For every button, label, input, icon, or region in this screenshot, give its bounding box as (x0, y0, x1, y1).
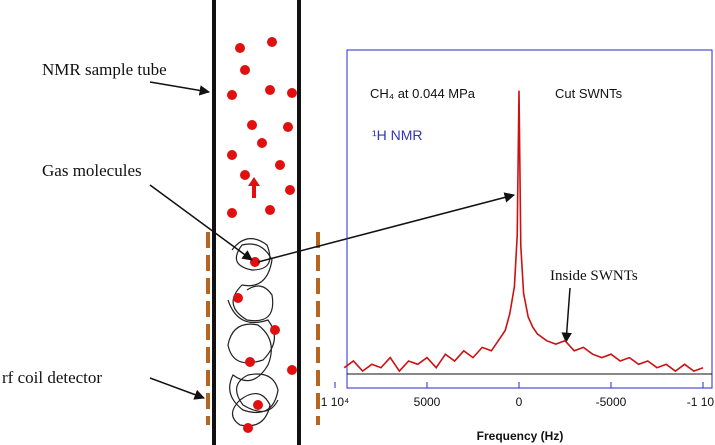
x-tick-label: -5000 (596, 395, 627, 409)
plot: 1 10⁴ 5000 0 -5000 -1 10⁴ Frequency (Hz) CH₄ a… (321, 86, 715, 443)
plot-frame (346, 49, 713, 389)
x-tick-label: 0 (516, 395, 523, 409)
x-tick-label: -1 10⁴ (687, 395, 715, 409)
spectrum (343, 90, 704, 373)
x-tick-label: 1 10⁴ (321, 395, 350, 409)
sample-tube (212, 0, 301, 445)
arrows (149, 81, 572, 400)
annotation: CH₄ at 0.044 MPa (370, 86, 476, 101)
label: Gas molecules (42, 161, 142, 180)
label: NMR sample tube (42, 60, 167, 79)
x-tick-label: 5000 (414, 395, 441, 409)
rf-coil (206, 232, 320, 425)
label: rf coil detector (2, 368, 102, 387)
annotation: ¹H NMR (372, 127, 423, 143)
annotation: Cut SWNTs (555, 86, 623, 101)
gas-molecules (227, 37, 297, 433)
x-axis-label: Frequency (Hz) (477, 429, 564, 443)
nanotube-bundle (227, 238, 279, 427)
annotation: Inside SWNTs (550, 268, 638, 284)
